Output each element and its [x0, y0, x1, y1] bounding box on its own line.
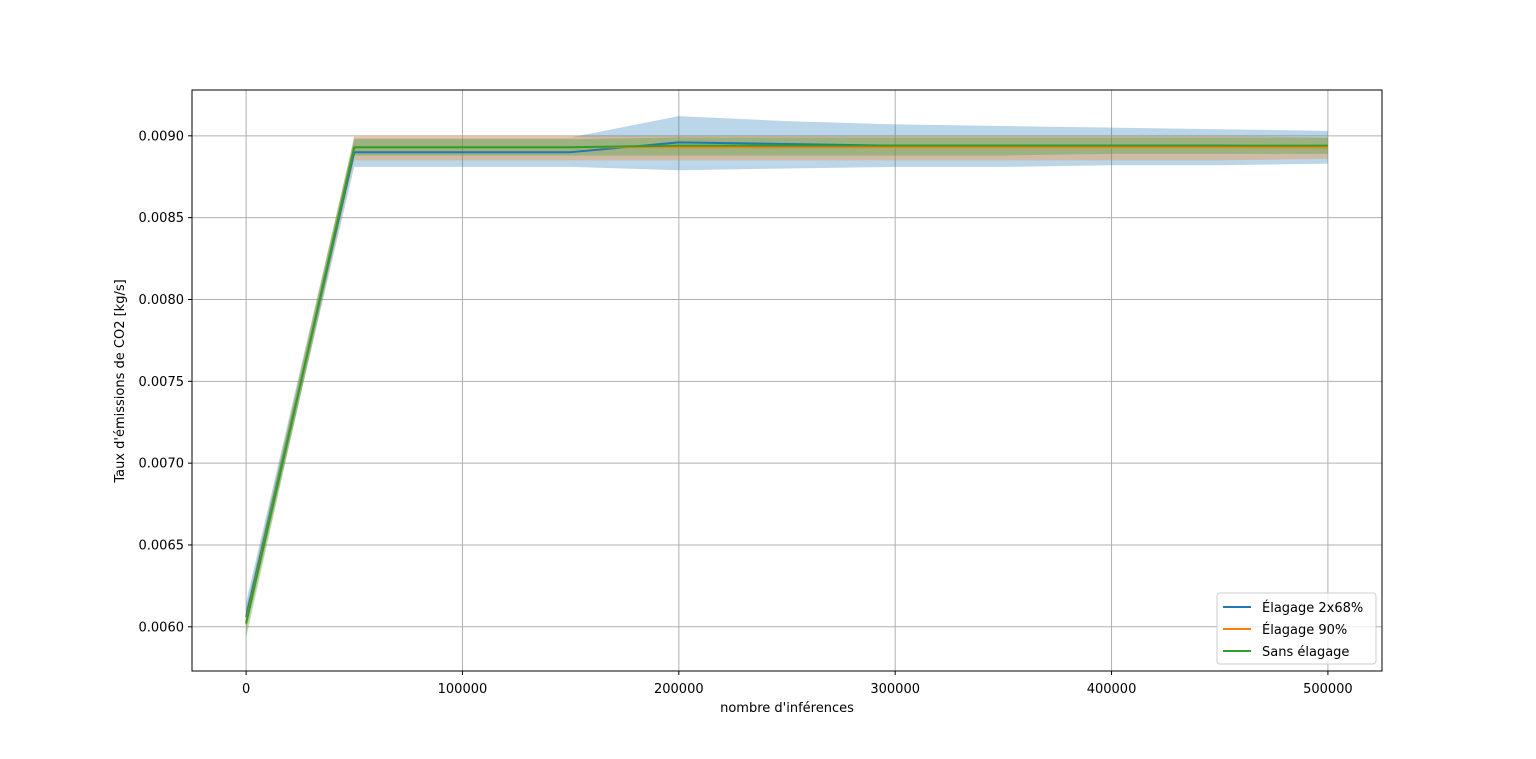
series-line-0 — [245, 141, 1328, 618]
series-line-1 — [245, 146, 1328, 623]
confidence-band-series-0 — [246, 116, 1328, 627]
x-tick-label: 0 — [242, 682, 250, 697]
y-tick-label: 0.0090 — [139, 129, 185, 144]
confidence-band-series-1 — [246, 135, 1328, 634]
y-tick-label: 0.0080 — [139, 293, 185, 308]
x-tick-label: 500000 — [1303, 682, 1353, 697]
plot-frame — [191, 89, 1383, 672]
legend-label-elagage-90: Élagage 90% — [1262, 622, 1347, 638]
x-axis-label: nombre d'inférences — [720, 701, 854, 716]
series-lines — [245, 141, 1328, 624]
legend-label-sans-elagage: Sans élagage — [1262, 645, 1349, 660]
x-ticks: 0 100000 200000 300000 400000 500000 — [242, 671, 1353, 697]
series-line-2 — [245, 144, 1328, 624]
grid-layer — [192, 90, 1382, 671]
x-tick-label: 400000 — [1087, 682, 1137, 697]
confidence-bands — [246, 116, 1328, 639]
y-tick-label: 0.0085 — [139, 211, 185, 226]
x-tick-label: 300000 — [870, 682, 920, 697]
legend-label-elagage-2x68: Élagage 2x68% — [1262, 600, 1363, 616]
legend: Élagage 2x68% Élagage 90% Sans élagage — [1216, 592, 1377, 665]
y-ticks: 0.0060 0.0065 0.0070 0.0075 0.0080 0.0085 0.00… — [139, 129, 192, 635]
y-tick-label: 0.0060 — [139, 620, 185, 635]
y-tick-label: 0.0065 — [139, 538, 185, 553]
y-tick-label: 0.0070 — [139, 457, 185, 472]
y-axis-label: Taux d'émissions de CO2 [kg/s] — [113, 279, 128, 483]
legend-box — [1216, 592, 1377, 665]
confidence-band-series-2 — [246, 137, 1328, 639]
x-tick-label: 100000 — [438, 682, 488, 697]
x-tick-label: 200000 — [654, 682, 704, 697]
y-tick-label: 0.0075 — [139, 375, 185, 390]
